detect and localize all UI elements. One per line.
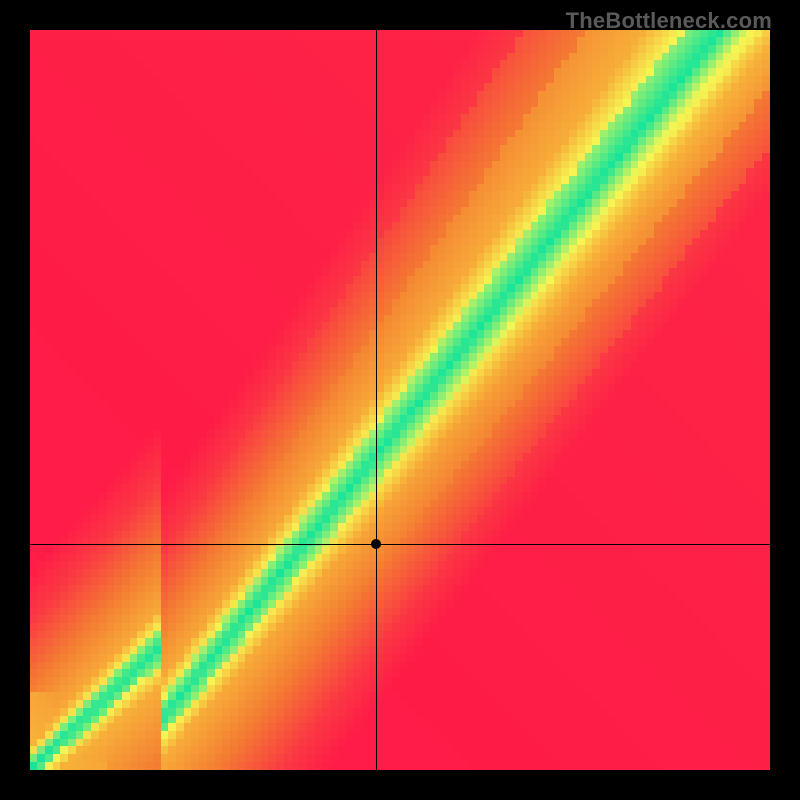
- crosshair-vertical: [376, 30, 377, 770]
- chart-container: TheBottleneck.com: [0, 0, 800, 800]
- crosshair-horizontal: [30, 544, 770, 545]
- bottleneck-heatmap: [30, 30, 770, 770]
- crosshair-marker: [371, 539, 381, 549]
- watermark-text: TheBottleneck.com: [566, 8, 772, 34]
